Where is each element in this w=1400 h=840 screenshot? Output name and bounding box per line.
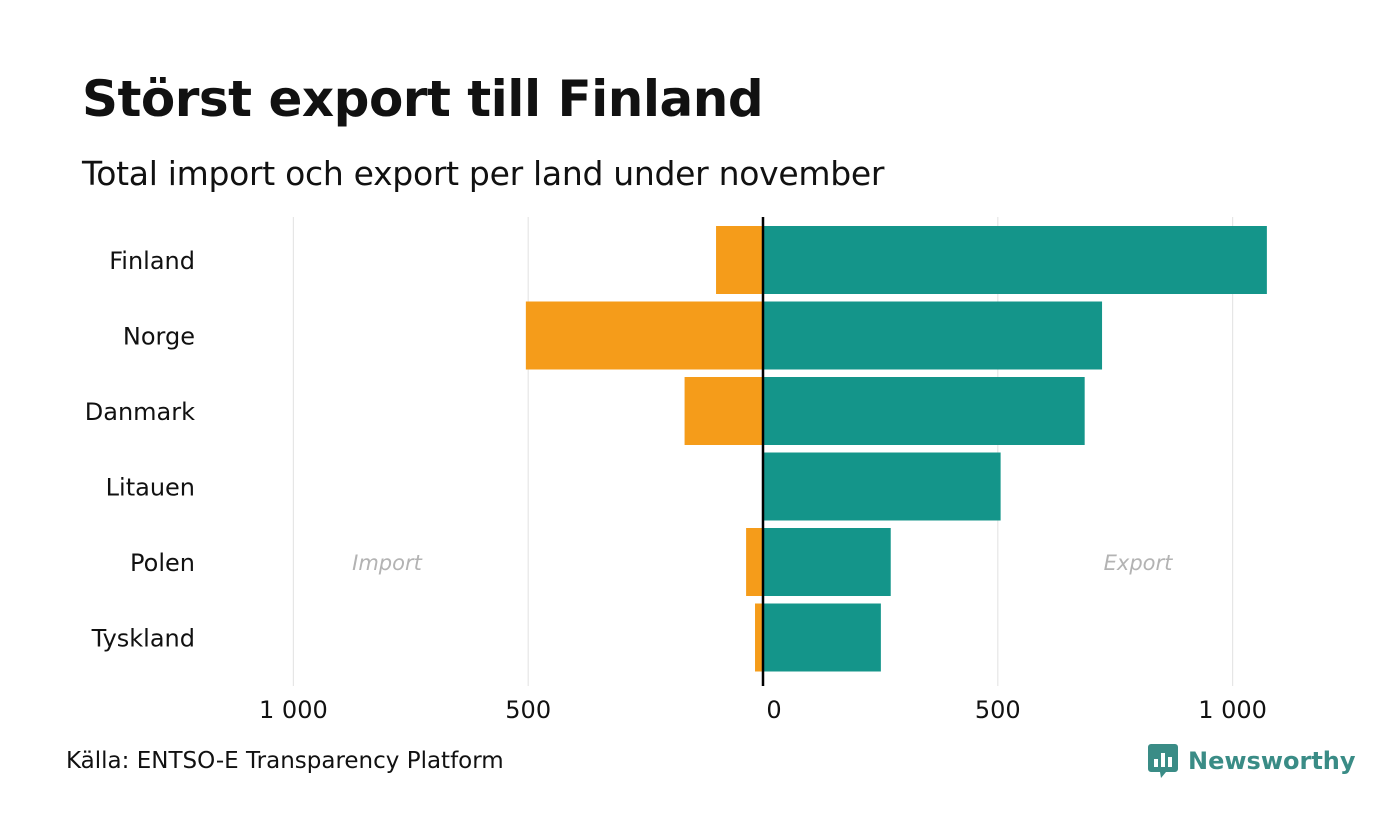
import-side-label: Import [352, 551, 422, 575]
diverging-bar-chart: Finland Norge Danmark Litauen Polen Tyskland 1… [85, 217, 1267, 724]
import-bar-polen [746, 528, 763, 596]
x-tick-label-3: 500 [975, 696, 1021, 724]
import-bar-finland [716, 226, 763, 294]
import-bar-tyskland [755, 603, 763, 672]
x-tick-label-2: 0 [766, 696, 781, 724]
export-bar-tyskland [763, 603, 881, 672]
import-bar-norge [525, 301, 763, 370]
import-bar-danmark [684, 377, 763, 445]
brand-logo: Newsworthy [1148, 744, 1356, 778]
brand-name: Newsworthy [1188, 747, 1356, 775]
export-side-label: Export [1104, 551, 1174, 575]
category-label-norge: Norge [123, 323, 195, 351]
export-bar-norge [763, 301, 1103, 370]
x-tick-label-1: 500 [505, 696, 551, 724]
newsworthy-logo-icon [1148, 744, 1178, 778]
x-tick-label-4: 1 000 [1198, 696, 1267, 724]
export-bar-polen [763, 528, 891, 596]
category-label-finland: Finland [109, 247, 195, 275]
export-bar-finland [763, 226, 1267, 294]
source-note: Källa: ENTSO-E Transparency Platform [66, 748, 504, 774]
export-bar-danmark [763, 377, 1085, 445]
export-bar-litauen [763, 452, 1001, 521]
category-label-danmark: Danmark [85, 398, 195, 426]
category-label-tyskland: Tyskland [91, 625, 195, 653]
chart-subtitle: Total import och export per land under n… [82, 154, 885, 193]
x-tick-label-0: 1 000 [259, 696, 328, 724]
chart-title: Störst export till Finland [82, 70, 764, 128]
category-label-litauen: Litauen [106, 474, 195, 502]
category-label-polen: Polen [130, 549, 195, 577]
